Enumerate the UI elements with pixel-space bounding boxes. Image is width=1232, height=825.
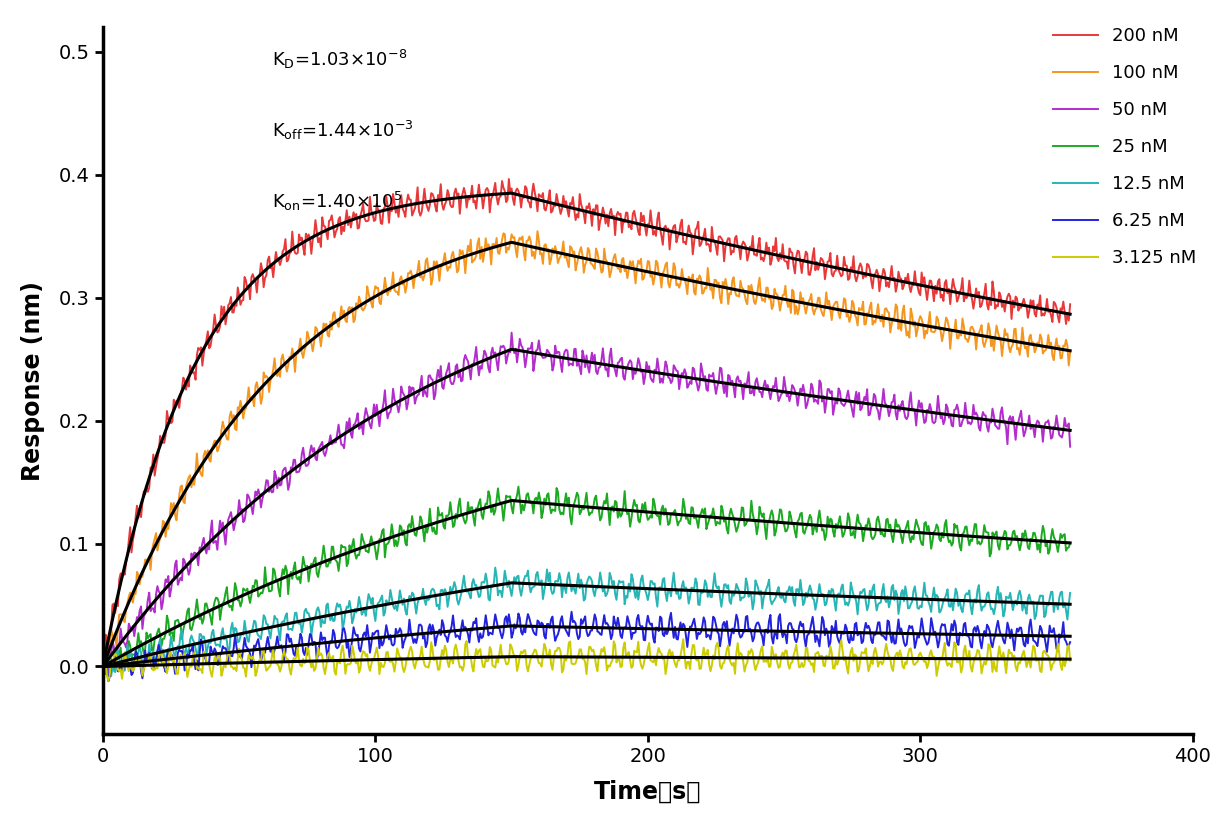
- 25 nM: [590, 502, 605, 512]
- 6.25 nM: [692, 629, 707, 639]
- 50 nM: [692, 380, 707, 390]
- Line: 50 nM: 50 nM: [103, 332, 1071, 674]
- Legend: 200 nM, 100 nM, 50 nM, 25 nM, 12.5 nM, 6.25 nM, 3.125 nM: 200 nM, 100 nM, 50 nM, 25 nM, 12.5 nM, 6…: [1045, 20, 1204, 274]
- 25 nM: [647, 499, 662, 509]
- 25 nM: [1063, 538, 1078, 548]
- 3.125 nM: [101, 676, 116, 686]
- 3.125 nM: [646, 658, 660, 667]
- 50 nM: [96, 657, 111, 667]
- 100 nM: [1063, 347, 1078, 357]
- 6.25 nM: [956, 620, 971, 629]
- 3.125 nM: [414, 642, 429, 652]
- 12.5 nM: [1063, 588, 1078, 598]
- 50 nM: [590, 369, 605, 379]
- X-axis label: Time（s）: Time（s）: [594, 780, 701, 804]
- Y-axis label: Response (nm): Response (nm): [21, 280, 44, 481]
- 3.125 nM: [589, 661, 604, 671]
- 200 nM: [646, 229, 660, 239]
- 3.125 nM: [676, 634, 691, 644]
- Line: 200 nM: 200 nM: [103, 179, 1071, 667]
- 50 nM: [414, 371, 429, 381]
- 12.5 nM: [590, 583, 605, 593]
- 100 nM: [775, 290, 790, 300]
- 200 nM: [955, 273, 970, 283]
- 100 nM: [414, 271, 429, 281]
- 200 nM: [774, 254, 788, 264]
- 6.25 nM: [1063, 637, 1078, 647]
- 12.5 nM: [96, 671, 111, 681]
- 12.5 nM: [647, 578, 662, 588]
- 12.5 nM: [956, 598, 971, 608]
- 6.25 nM: [775, 632, 790, 642]
- 100 nM: [692, 271, 707, 281]
- 200 nM: [501, 174, 516, 184]
- 100 nM: [100, 663, 115, 673]
- 50 nM: [647, 365, 662, 375]
- 3.125 nM: [692, 664, 707, 674]
- 6.25 nM: [590, 626, 605, 636]
- 200 nM: [691, 217, 706, 227]
- 50 nM: [504, 328, 519, 337]
- Text: K$_\mathregular{D}$=1.03×10$^{-8}$: K$_\mathregular{D}$=1.03×10$^{-8}$: [272, 49, 407, 72]
- 3.125 nM: [775, 648, 790, 658]
- 100 nM: [530, 226, 545, 236]
- 12.5 nM: [692, 600, 707, 610]
- 6.25 nM: [564, 607, 579, 617]
- Text: K$_\mathregular{off}$=1.44×10$^{-3}$: K$_\mathregular{off}$=1.44×10$^{-3}$: [272, 119, 414, 142]
- 25 nM: [99, 669, 113, 679]
- 6.25 nM: [647, 638, 662, 648]
- 200 nM: [1063, 299, 1078, 309]
- 100 nM: [647, 272, 662, 282]
- 200 nM: [96, 662, 111, 672]
- 25 nM: [956, 528, 971, 538]
- 3.125 nM: [1063, 656, 1078, 666]
- 25 nM: [414, 515, 429, 525]
- 100 nM: [956, 322, 971, 332]
- 200 nM: [413, 210, 428, 220]
- 3.125 nM: [96, 654, 111, 664]
- 6.25 nM: [414, 621, 429, 631]
- 6.25 nM: [96, 657, 111, 667]
- 100 nM: [96, 655, 111, 665]
- Text: K$_\mathregular{on}$=1.40×10$^{5}$: K$_\mathregular{on}$=1.40×10$^{5}$: [272, 190, 403, 213]
- 25 nM: [96, 668, 111, 678]
- 50 nM: [100, 669, 115, 679]
- Line: 25 nM: 25 nM: [103, 487, 1071, 674]
- 100 nM: [590, 248, 605, 257]
- 25 nM: [775, 517, 790, 527]
- 12.5 nM: [414, 592, 429, 602]
- Line: 6.25 nM: 6.25 nM: [103, 612, 1071, 681]
- 12.5 nM: [488, 563, 503, 573]
- Line: 100 nM: 100 nM: [103, 231, 1071, 668]
- 12.5 nM: [775, 589, 790, 599]
- 200 nM: [589, 200, 604, 210]
- 50 nM: [956, 413, 971, 423]
- 6.25 nM: [101, 676, 116, 686]
- Line: 3.125 nM: 3.125 nM: [103, 639, 1071, 681]
- Line: 12.5 nM: 12.5 nM: [103, 568, 1071, 676]
- 25 nM: [692, 512, 707, 521]
- 3.125 nM: [956, 645, 971, 655]
- 12.5 nM: [103, 672, 118, 681]
- 50 nM: [1063, 441, 1078, 451]
- 50 nM: [775, 388, 790, 398]
- 25 nM: [511, 482, 526, 492]
